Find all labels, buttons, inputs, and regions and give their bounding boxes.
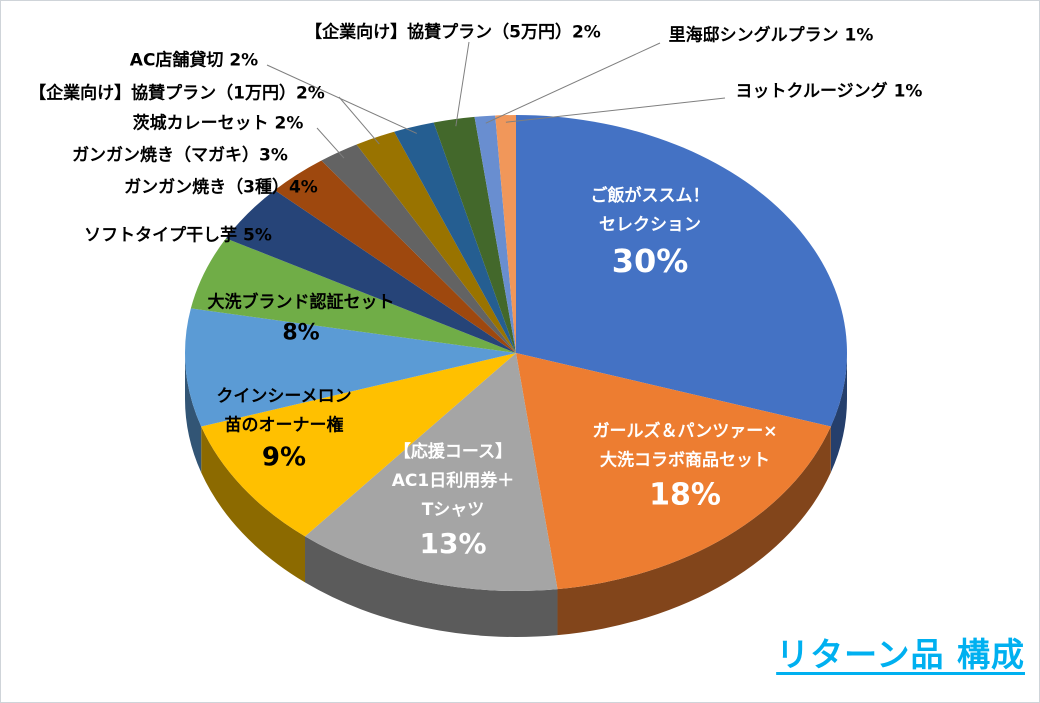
pie-slice bbox=[190, 238, 516, 353]
pie-slice-side bbox=[557, 426, 831, 636]
pie-slice-side bbox=[185, 353, 202, 473]
pie-slice bbox=[225, 190, 516, 353]
leader-line bbox=[505, 97, 726, 123]
pie-slice-side bbox=[305, 536, 558, 637]
pie-slice-side bbox=[201, 426, 306, 583]
pie-slice-side bbox=[830, 353, 847, 473]
pie-slice bbox=[474, 115, 516, 353]
pie-slice bbox=[184, 308, 516, 427]
pie-slice bbox=[321, 144, 516, 353]
pie-slice bbox=[274, 160, 516, 353]
pie-slice bbox=[495, 115, 516, 353]
pie-slice bbox=[356, 131, 516, 353]
pie-slice bbox=[201, 353, 516, 537]
chart-title: リターン品 構成 bbox=[776, 635, 1025, 674]
pie-slice bbox=[305, 353, 558, 591]
leader-line bbox=[485, 42, 661, 124]
pie-slice bbox=[433, 116, 516, 353]
leader-line bbox=[316, 127, 345, 159]
leader-line bbox=[266, 64, 417, 134]
pie-slice bbox=[516, 353, 831, 590]
leader-line bbox=[338, 96, 380, 145]
leader-line bbox=[455, 41, 470, 127]
pie-slice bbox=[394, 122, 516, 354]
pie-slice bbox=[516, 115, 848, 427]
